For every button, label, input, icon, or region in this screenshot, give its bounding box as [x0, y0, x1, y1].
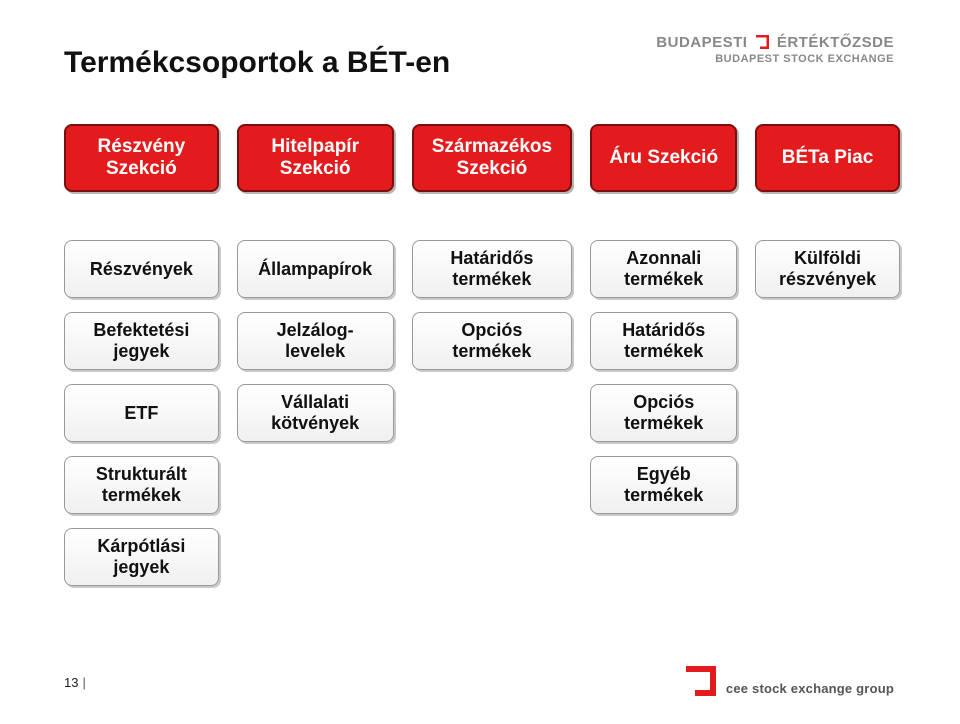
section-header-line: Szekció — [106, 158, 177, 180]
item-box-line: levelek — [285, 341, 345, 362]
item-box-line: termékek — [102, 485, 181, 506]
item-box: Határidőstermékek — [590, 312, 737, 370]
item-box-line: Külföldi — [794, 248, 861, 269]
section-header-box: RészvénySzekció — [64, 124, 219, 192]
item-box-line: Vállalati — [281, 392, 349, 413]
item-box-line: Állampapírok — [258, 259, 372, 280]
item-box-line: Befektetési — [93, 320, 189, 341]
header-logo-line1-left: BUDAPESTI — [656, 34, 747, 51]
item-box-line: Azonnali — [626, 248, 701, 269]
item-box: Strukturálttermékek — [64, 456, 219, 514]
column-4: BÉTa Piac Külföldirészvények — [755, 124, 900, 586]
item-box-line: termékek — [624, 485, 703, 506]
section-gap — [237, 206, 394, 226]
item-box-line: Opciós — [633, 392, 694, 413]
item-box: Opcióstermékek — [590, 384, 737, 442]
item-box-line: Opciós — [461, 320, 522, 341]
item-box-line: termékek — [624, 413, 703, 434]
footer-logo-text: cee stock exchange group — [726, 681, 894, 696]
page-number: 13| — [64, 675, 86, 690]
item-box-line: termékek — [624, 341, 703, 362]
item-box-line: Jelzálog- — [277, 320, 354, 341]
item-box-line: kötvények — [271, 413, 359, 434]
item-box: Egyébtermékek — [590, 456, 737, 514]
section-header-line: BÉTa Piac — [782, 147, 874, 169]
header-logo-square-icon — [755, 35, 769, 49]
column-3: Áru SzekcióAzonnalitermékekHatáridősterm… — [590, 124, 737, 586]
section-gap — [590, 206, 737, 226]
header-logo: BUDAPESTI ÉRTÉKTŐZSDE BUDAPEST STOCK EXC… — [656, 34, 894, 66]
item-box: Kárpótlásijegyek — [64, 528, 219, 586]
item-box-line: termékek — [452, 269, 531, 290]
item-box-line: jegyek — [113, 341, 169, 362]
item-box: Azonnalitermékek — [590, 240, 737, 298]
section-header-line: Szekció — [457, 158, 528, 180]
footer-logo: cee stock exchange group — [686, 666, 894, 696]
item-box-line: Strukturált — [96, 464, 187, 485]
section-header-line: Hitelpapír — [271, 136, 359, 158]
item-box-line: Kárpótlási — [97, 536, 185, 557]
item-box: Jelzálog-levelek — [237, 312, 394, 370]
section-header-box: BÉTa Piac — [755, 124, 900, 192]
section-header-line: Áru Szekció — [609, 147, 718, 169]
item-box-line: termékek — [452, 341, 531, 362]
item-box-line: Egyéb — [637, 464, 691, 485]
item-box: ETF — [64, 384, 219, 442]
footer-logo-mark-icon — [686, 666, 716, 696]
item-box: Határidőstermékek — [412, 240, 573, 298]
section-gap — [64, 206, 219, 226]
column-1: HitelpapírSzekció Állampapírok Jelzálog-le… — [237, 124, 394, 586]
diagram-columns: RészvénySzekcióRészvényekBefektetésijegy… — [64, 124, 900, 586]
item-box: Opcióstermékek — [412, 312, 573, 370]
item-box: Befektetésijegyek — [64, 312, 219, 370]
column-0: RészvénySzekcióRészvényekBefektetésijegy… — [64, 124, 219, 586]
item-box-line: Határidős — [450, 248, 533, 269]
section-gap — [412, 206, 573, 226]
item-box-line: Határidős — [622, 320, 705, 341]
section-header-box: Áru Szekció — [590, 124, 737, 192]
section-header-box: SzármazékosSzekció — [412, 124, 573, 192]
header-logo-line2: BUDAPEST STOCK EXCHANGE — [656, 53, 894, 66]
item-box: Állampapírok — [237, 240, 394, 298]
section-header-line: Szekció — [280, 158, 351, 180]
section-gap — [755, 206, 900, 226]
item-box-line: jegyek — [113, 557, 169, 578]
item-box: Külföldirészvények — [755, 240, 900, 298]
section-header-box: HitelpapírSzekció — [237, 124, 394, 192]
item-box: Részvények — [64, 240, 219, 298]
section-header-line: Részvény — [98, 136, 186, 158]
item-box-line: termékek — [624, 269, 703, 290]
item-box-line: ETF — [124, 403, 158, 424]
section-header-line: Származékos — [432, 136, 552, 158]
item-box: Vállalatikötvények — [237, 384, 394, 442]
header-logo-line1-right: ÉRTÉKTŐZSDE — [777, 34, 894, 51]
column-2: SzármazékosSzekcióHatáridőstermékekOpció… — [412, 124, 573, 586]
item-box-line: Részvények — [90, 259, 193, 280]
item-box-line: részvények — [779, 269, 876, 290]
